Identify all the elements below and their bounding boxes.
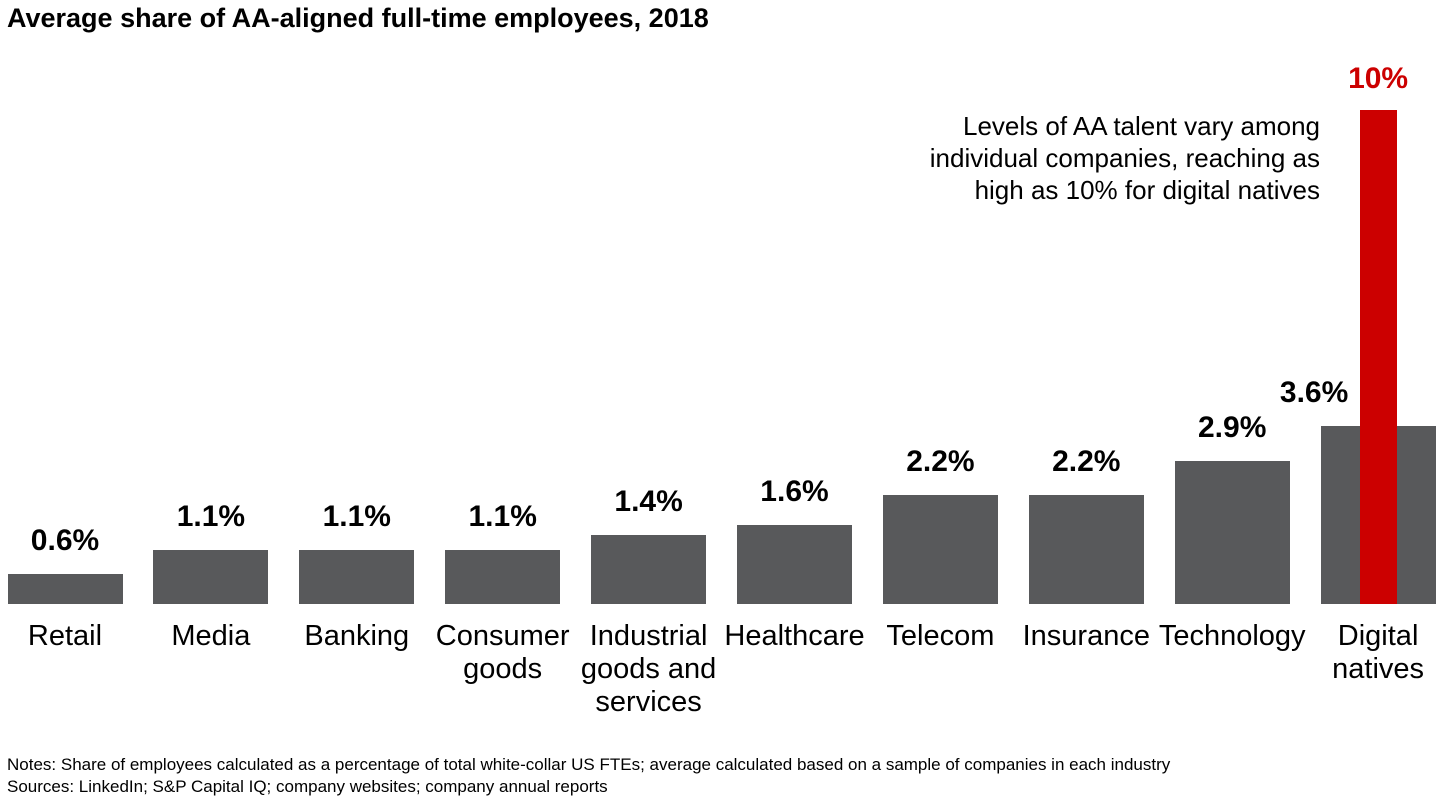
bar-value-label: 1.6% [760,474,829,508]
bar-consumer-goods [445,549,561,604]
category-label: Media [171,620,251,652]
bar-technology [1174,460,1290,604]
bar-value-label: 3.6% [1279,376,1349,410]
highlight-value-label: 10% [1348,62,1409,95]
bar-value-label: 2.9% [1197,410,1267,444]
category-label: Retail [27,620,103,652]
bar-healthcare [737,524,852,604]
category-label: Technology [1158,620,1306,652]
sources-line: Sources: LinkedIn; S&P Capital IQ; compa… [7,777,608,796]
footer: Notes: Share of employees calculated as … [7,754,1170,798]
bar-media [153,549,269,604]
bar-value-label: 2.2% [1052,445,1121,479]
category-label: Industrial goods and services [580,620,717,718]
bar-value-label: 0.6% [30,524,100,558]
bar-value-label: 2.2% [906,445,975,479]
bar-value-label: 1.1% [468,499,537,533]
highlight-bar-digital-natives-max [1359,110,1397,604]
annotation-text: Levels of AA talent vary among individua… [929,111,1320,205]
bar-banking [299,549,415,604]
bar-value-label: 1.4% [614,484,683,518]
bar-value-label: 1.1% [176,499,246,533]
notes-line: Notes: Share of employees calculated as … [7,755,1171,774]
category-label: Telecom [886,620,995,652]
category-label: Digital natives [1332,620,1425,685]
bar-industrial-goods-and-services [591,534,707,604]
bar-insurance [1028,495,1144,604]
category-label: Consumer goods [435,620,570,685]
bar-retail [7,574,123,604]
bar-telecom [882,495,998,604]
category-label: Banking [304,620,410,652]
bar-value-label: 1.1% [322,499,391,533]
category-label: Insurance [1022,620,1150,652]
chart-title: Average share of AA-aligned full-time em… [7,3,709,33]
category-label: Healthcare [724,620,865,652]
